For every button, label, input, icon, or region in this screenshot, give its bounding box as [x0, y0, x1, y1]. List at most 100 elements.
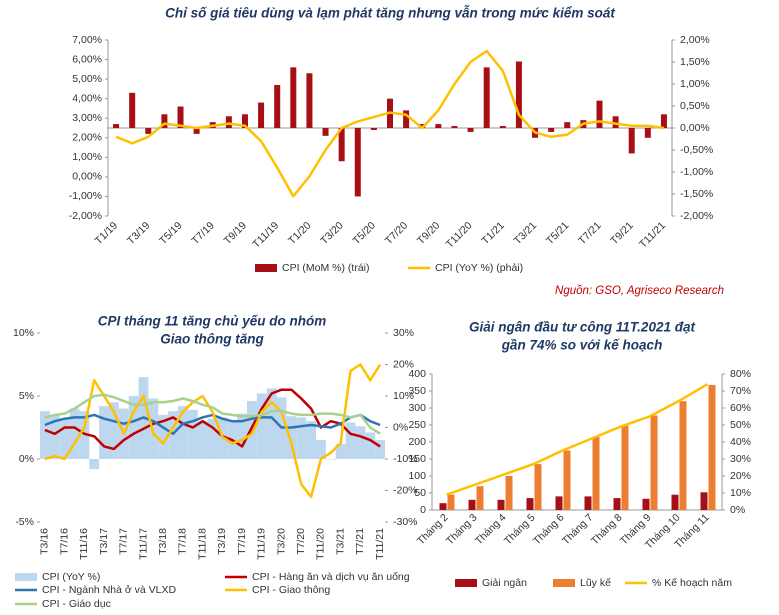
- x-tick-label: Tháng 2: [415, 511, 451, 547]
- bar: [642, 498, 650, 510]
- bar: [660, 114, 667, 128]
- legend-label: CPI - Giao thông: [252, 584, 330, 596]
- x-tick-label: T11/18: [196, 528, 208, 560]
- x-tick-label: T11/19: [256, 528, 268, 560]
- y-tick-label: 50: [414, 487, 426, 499]
- bar: [286, 416, 297, 459]
- source: Nguồn: GSO, Agriseco Research: [555, 285, 724, 297]
- x-tick-label: T1/21: [479, 219, 507, 247]
- y-tick-label: 2,00%: [72, 132, 102, 144]
- bar: [158, 414, 169, 459]
- bar: [612, 116, 619, 128]
- line: [44, 363, 382, 499]
- y-tick-label: 150: [408, 453, 426, 465]
- x-tick-label: T11/16: [78, 528, 90, 560]
- y2-tick-label: -0,50%: [680, 144, 713, 156]
- y2-tick-label: 70%: [730, 385, 751, 397]
- bar: [187, 409, 198, 459]
- bar: [345, 422, 356, 459]
- y-tick-label: 3,00%: [72, 112, 102, 124]
- y-tick-label: 4,00%: [72, 92, 102, 104]
- bar: [178, 406, 188, 459]
- y2-tick-label: -20%: [393, 484, 418, 496]
- bar: [563, 450, 571, 510]
- line: [446, 383, 709, 496]
- y-tick-label: 350: [408, 385, 426, 397]
- bar: [258, 102, 265, 128]
- x-tick-label: T3/19: [125, 219, 153, 247]
- y-tick-label: -1,00%: [69, 190, 102, 202]
- x-tick-label: T3/20: [318, 219, 346, 247]
- legend-swatch: [553, 579, 575, 587]
- y2-tick-label: 30%: [393, 327, 414, 339]
- bar: [564, 122, 571, 128]
- x-tick-label: T11/19: [250, 219, 281, 250]
- bar: [592, 436, 600, 510]
- x-tick-label: T7/21: [576, 219, 604, 247]
- chart-title: gần 74% so với kế hoạch: [501, 338, 663, 353]
- bar: [322, 128, 329, 136]
- y2-tick-label: 60%: [730, 402, 751, 414]
- bar: [335, 443, 346, 459]
- bar: [365, 432, 376, 459]
- bar: [161, 114, 168, 128]
- y-tick-label: 250: [408, 419, 426, 431]
- x-tick-label: T3/20: [275, 528, 287, 555]
- x-tick-label: Tháng 6: [531, 511, 567, 547]
- legend-label: CPI - Ngành Nhà ở và VLXD: [42, 584, 177, 596]
- x-tick-label: T3/21: [512, 219, 540, 247]
- bar: [505, 476, 513, 510]
- y2-tick-label: 0,50%: [680, 100, 710, 112]
- bar: [370, 128, 377, 130]
- chart-title: Chỉ số giá tiêu dùng và lạm phát tăng nh…: [165, 6, 615, 21]
- y2-tick-label: 20%: [393, 358, 414, 370]
- y-tick-label: 400: [408, 368, 426, 380]
- bar: [241, 114, 248, 128]
- bar: [237, 413, 247, 459]
- y-tick-label: 5%: [19, 390, 34, 402]
- y2-tick-label: 0,00%: [680, 122, 710, 134]
- x-tick-label: T7/21: [354, 528, 366, 555]
- x-tick-label: T9/21: [608, 219, 636, 247]
- legend-label: CPI - Giáo dục: [42, 598, 111, 610]
- y-tick-label: 1,00%: [72, 151, 102, 163]
- bar: [497, 499, 505, 510]
- y-tick-label: 100: [408, 470, 426, 482]
- x-tick-label: T11/20: [315, 528, 327, 560]
- bar: [483, 67, 490, 128]
- bar: [128, 396, 139, 459]
- bar: [700, 492, 708, 510]
- x-tick-label: T7/20: [383, 219, 411, 247]
- bar: [99, 406, 109, 459]
- bar: [113, 124, 120, 128]
- legend-swatch: [455, 579, 477, 587]
- y2-tick-label: 20%: [730, 470, 751, 482]
- chart-title: CPI tháng 11 tăng chủ yếu do nhóm: [98, 314, 327, 329]
- x-tick-label: T5/20: [350, 219, 378, 247]
- bar: [49, 414, 60, 459]
- bar: [306, 73, 313, 128]
- legend-label: CPI - Hàng ăn và dịch vụ ăn uống: [252, 571, 410, 583]
- bar: [621, 425, 629, 510]
- y-tick-label: 5,00%: [72, 73, 102, 85]
- x-tick-label: T3/18: [157, 528, 169, 555]
- bar: [266, 388, 277, 459]
- bar: [338, 128, 345, 162]
- legend-label: % Kế hoạch năm: [652, 577, 732, 589]
- x-tick-label: T1/19: [93, 219, 121, 247]
- bar: [69, 408, 80, 459]
- legend-label: CPI (MoM %) (trái): [282, 262, 370, 274]
- bar: [40, 411, 50, 459]
- x-tick-label: T11/21: [637, 219, 668, 250]
- x-tick-label: Tháng 7: [560, 511, 596, 547]
- x-tick-label: T7/19: [236, 528, 248, 555]
- chart-title: Giao thông tăng: [160, 332, 264, 347]
- y2-tick-label: -10%: [393, 453, 418, 465]
- bar: [290, 67, 297, 128]
- y-tick-label: -2,00%: [69, 210, 102, 222]
- bar: [145, 128, 152, 134]
- bar: [468, 499, 476, 510]
- bar: [306, 421, 316, 459]
- bar: [584, 496, 592, 510]
